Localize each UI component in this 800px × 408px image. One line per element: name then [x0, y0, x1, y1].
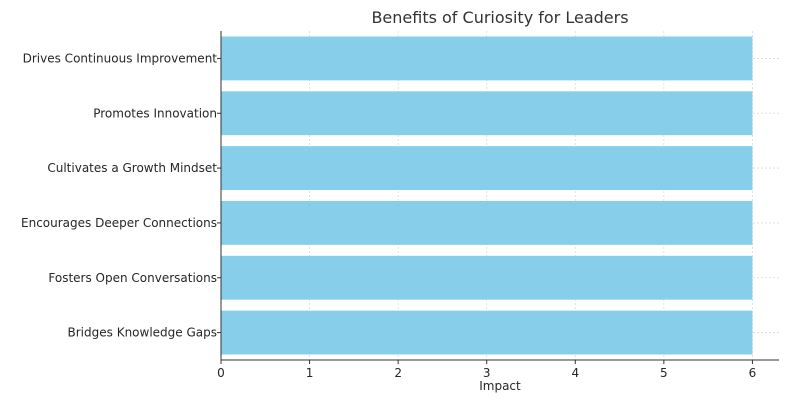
- bar: [221, 91, 753, 136]
- y-tick-label: Drives Continuous Improvement: [23, 51, 218, 65]
- y-tick-label: Promotes Innovation: [93, 106, 217, 120]
- bar: [221, 255, 753, 300]
- chart-title: Benefits of Curiosity for Leaders: [371, 8, 628, 27]
- x-tick-label: 2: [394, 366, 402, 380]
- y-tick-label: Bridges Knowledge Gaps: [68, 326, 217, 340]
- bar: [221, 146, 753, 191]
- x-axis-label: Impact: [479, 379, 521, 393]
- bars: [221, 36, 753, 355]
- y-tick-label: Encourages Deeper Connections: [21, 216, 217, 230]
- bar: [221, 310, 753, 355]
- bar: [221, 36, 753, 81]
- x-tick-label: 5: [660, 366, 668, 380]
- x-tick-label: 3: [483, 366, 491, 380]
- x-tick-label: 0: [217, 366, 225, 380]
- axes: [217, 31, 779, 364]
- x-tick-labels: 0 1 2 3 4 5 6: [217, 366, 756, 380]
- y-tick-label: Cultivates a Growth Mindset: [47, 161, 217, 175]
- x-tick-label: 6: [749, 366, 757, 380]
- x-tick-label: 4: [571, 366, 579, 380]
- x-tick-label: 1: [306, 366, 314, 380]
- y-tick-labels: Bridges Knowledge Gaps Fosters Open Conve…: [21, 51, 217, 339]
- y-tick-label: Fosters Open Conversations: [48, 271, 217, 285]
- bar: [221, 200, 753, 245]
